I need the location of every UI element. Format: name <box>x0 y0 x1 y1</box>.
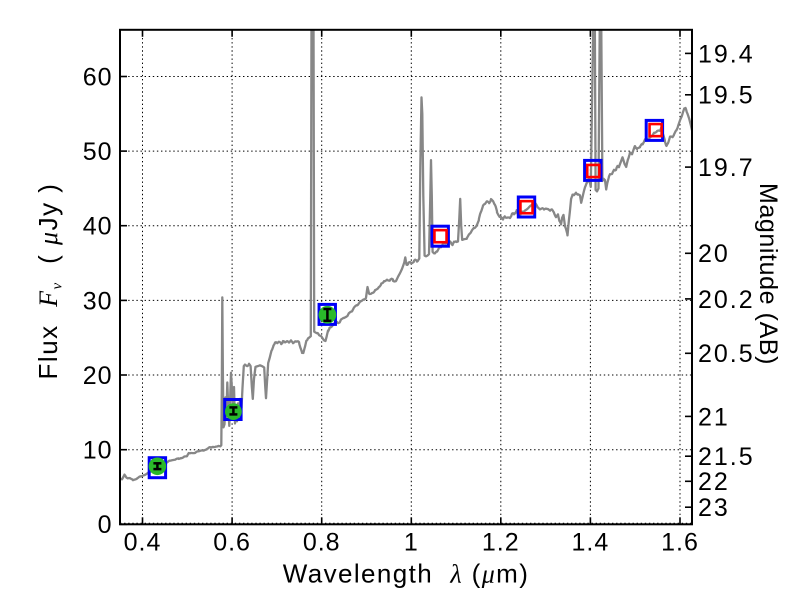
svg-text:0.6: 0.6 <box>213 529 251 557</box>
svg-text:1.2: 1.2 <box>482 529 520 557</box>
svg-text:19.5: 19.5 <box>698 82 755 110</box>
svg-text:20: 20 <box>698 240 730 268</box>
svg-text:21: 21 <box>698 403 730 431</box>
svg-text:20: 20 <box>83 362 113 390</box>
svg-text:19.4: 19.4 <box>698 40 755 68</box>
svg-text:50: 50 <box>83 138 113 166</box>
svg-text:21.5: 21.5 <box>698 443 755 471</box>
svg-text:20.2: 20.2 <box>698 286 755 314</box>
svg-text:19.7: 19.7 <box>698 154 755 182</box>
svg-text:1.4: 1.4 <box>572 529 610 557</box>
svg-text:30: 30 <box>83 287 113 315</box>
svg-text:0: 0 <box>98 511 113 539</box>
svg-text:10: 10 <box>83 437 113 465</box>
svg-text:0.4: 0.4 <box>124 529 162 557</box>
svg-text:1: 1 <box>404 529 419 557</box>
svg-text:1.6: 1.6 <box>661 529 699 557</box>
svg-text:60: 60 <box>83 63 113 91</box>
svg-text:Magnitude (AB): Magnitude (AB) <box>754 183 782 365</box>
svg-text:Flux Fν ( μJy ): Flux Fν ( μJy ) <box>33 183 66 380</box>
svg-text:22: 22 <box>698 468 730 496</box>
svg-text:40: 40 <box>83 213 113 241</box>
svg-text:0.8: 0.8 <box>303 529 341 557</box>
svg-text:23: 23 <box>698 494 730 522</box>
svg-text:20.5: 20.5 <box>698 340 755 368</box>
svg-text:Wavelength λ (μm): Wavelength λ (μm) <box>283 559 530 589</box>
